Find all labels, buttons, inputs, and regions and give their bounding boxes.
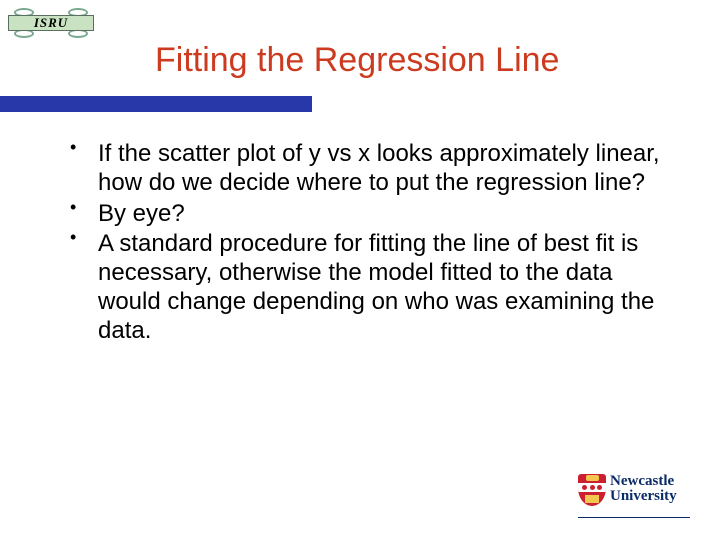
nu-line1: Newcastle — [610, 474, 677, 489]
bullet-text: If the scatter plot of y vs x looks appr… — [98, 140, 660, 196]
nu-line2: University — [610, 489, 677, 504]
slide: ISRU Fitting the Regression Line If the … — [0, 0, 720, 540]
bullet-text: A standard procedure for fitting the lin… — [98, 230, 654, 343]
isru-logo: ISRU — [8, 8, 94, 38]
list-item: A standard procedure for fitting the lin… — [70, 230, 675, 345]
isru-text: ISRU — [8, 15, 94, 31]
page-title: Fitting the Regression Line — [155, 42, 690, 79]
newcastle-university-logo: Newcastle University — [578, 474, 690, 518]
list-item: If the scatter plot of y vs x looks appr… — [70, 140, 675, 198]
nu-text: Newcastle University — [610, 474, 677, 504]
nu-rule — [578, 517, 690, 518]
list-item: By eye? — [70, 200, 675, 229]
crest-icon — [578, 474, 606, 506]
accent-bar — [0, 96, 312, 112]
bullet-text: By eye? — [98, 200, 185, 227]
bullet-list: If the scatter plot of y vs x looks appr… — [70, 140, 675, 348]
